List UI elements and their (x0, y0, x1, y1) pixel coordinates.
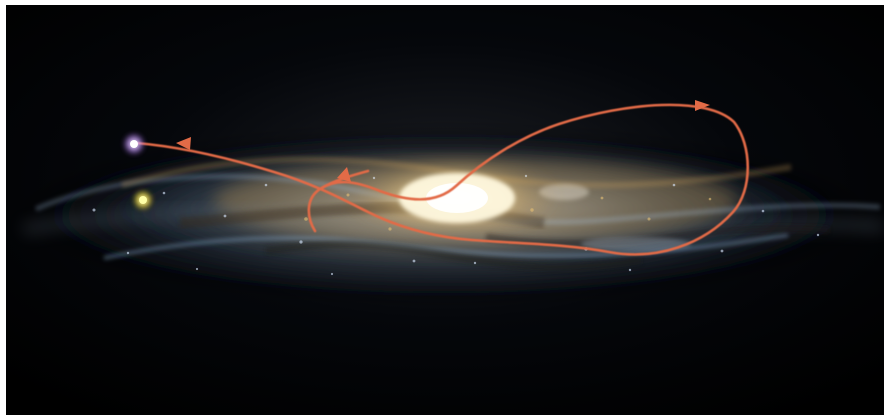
purple-star (122, 132, 146, 156)
galaxy-scene (6, 5, 884, 415)
yellow-star (132, 189, 154, 211)
arrowhead-icon (176, 137, 191, 150)
arrowhead-icon (337, 167, 351, 182)
galaxy-illustration (6, 5, 884, 415)
arrowhead-icon (695, 100, 710, 111)
galactic-core (349, 159, 559, 235)
